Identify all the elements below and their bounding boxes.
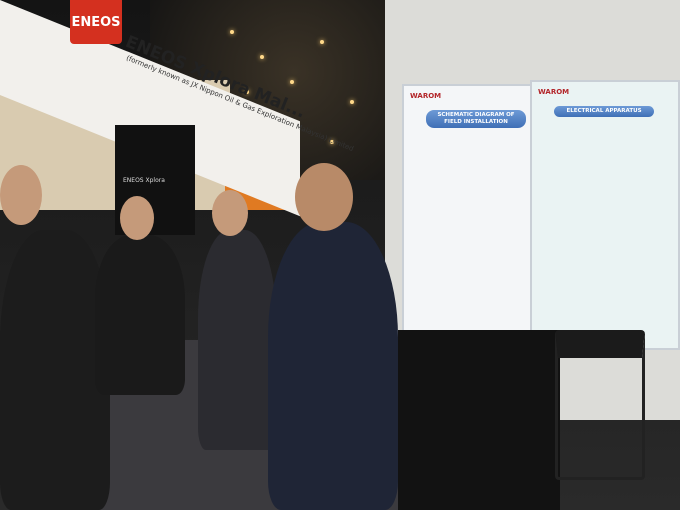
person-head (295, 163, 353, 231)
eneos-logo: ENEOS (70, 0, 122, 44)
person-head (0, 165, 42, 225)
pillar-text: ENEOS Xplora (123, 177, 165, 184)
folding-chair (555, 330, 645, 480)
warom-logo: WAROM (410, 92, 442, 100)
person-head (120, 196, 154, 240)
woman-black-dress (95, 235, 185, 395)
man-navy-suit (268, 222, 398, 510)
poster-schematic: WAROM SCHEMATIC DIAGRAM OF FIELD INSTALL… (402, 84, 547, 334)
display-table (398, 330, 560, 510)
person-head (212, 190, 248, 236)
poster-left-title: SCHEMATIC DIAGRAM OF FIELD INSTALLATION (426, 110, 526, 128)
man-grey-suit (198, 230, 276, 450)
poster-apparatus: WAROM ELECTRICAL APPARATUS (530, 80, 680, 350)
poster-right-title: ELECTRICAL APPARATUS (554, 106, 654, 117)
warom-logo: WAROM (538, 88, 570, 96)
person-left (0, 230, 110, 510)
